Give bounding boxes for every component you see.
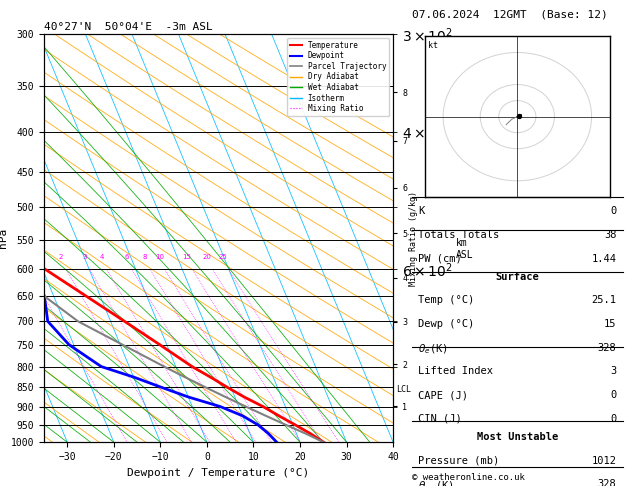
Text: 25.1: 25.1 <box>591 295 616 305</box>
Text: 6: 6 <box>124 255 128 260</box>
Y-axis label: hPa: hPa <box>0 228 8 248</box>
Y-axis label: km
ASL: km ASL <box>455 238 473 260</box>
X-axis label: Dewpoint / Temperature (°C): Dewpoint / Temperature (°C) <box>128 468 309 478</box>
Text: 0: 0 <box>610 206 616 216</box>
Text: 1.44: 1.44 <box>591 254 616 264</box>
Text: 40°27'N  50°04'E  -3m ASL: 40°27'N 50°04'E -3m ASL <box>44 22 213 32</box>
Text: 3: 3 <box>610 366 616 377</box>
Text: CIN (J): CIN (J) <box>418 414 462 424</box>
Text: $\theta_e$(K): $\theta_e$(K) <box>418 343 448 356</box>
Text: 07.06.2024  12GMT  (Base: 12): 07.06.2024 12GMT (Base: 12) <box>412 9 608 19</box>
Legend: Temperature, Dewpoint, Parcel Trajectory, Dry Adiabat, Wet Adiabat, Isotherm, Mi: Temperature, Dewpoint, Parcel Trajectory… <box>287 38 389 116</box>
Text: Surface: Surface <box>496 272 539 281</box>
Text: 10: 10 <box>155 255 164 260</box>
Text: 1012: 1012 <box>591 455 616 466</box>
Text: 2: 2 <box>59 255 64 260</box>
Text: Most Unstable: Most Unstable <box>477 432 558 442</box>
Text: PW (cm): PW (cm) <box>418 254 462 264</box>
Text: 25: 25 <box>218 255 227 260</box>
Text: Temp (°C): Temp (°C) <box>418 295 474 305</box>
Text: 20: 20 <box>203 255 211 260</box>
Text: Pressure (mb): Pressure (mb) <box>418 455 499 466</box>
Text: Dewp (°C): Dewp (°C) <box>418 319 474 329</box>
Point <box>514 112 524 120</box>
Text: 328: 328 <box>598 343 616 353</box>
Text: $\theta_e$ (K): $\theta_e$ (K) <box>418 479 454 486</box>
Text: Mixing Ratio (g/kg): Mixing Ratio (g/kg) <box>409 191 418 286</box>
Text: K: K <box>418 206 425 216</box>
Text: Lifted Index: Lifted Index <box>418 366 493 377</box>
Text: 38: 38 <box>604 230 616 240</box>
Text: LCL: LCL <box>397 384 411 394</box>
Text: 328: 328 <box>598 479 616 486</box>
Text: 15: 15 <box>182 255 191 260</box>
Text: 0: 0 <box>610 390 616 400</box>
Text: 15: 15 <box>604 319 616 329</box>
Text: 0: 0 <box>610 414 616 424</box>
Text: 8: 8 <box>143 255 147 260</box>
Text: kt: kt <box>428 41 438 50</box>
Text: © weatheronline.co.uk: © weatheronline.co.uk <box>412 473 525 482</box>
Text: CAPE (J): CAPE (J) <box>418 390 469 400</box>
Text: 4: 4 <box>99 255 104 260</box>
Text: 3: 3 <box>82 255 87 260</box>
Text: Totals Totals: Totals Totals <box>418 230 499 240</box>
